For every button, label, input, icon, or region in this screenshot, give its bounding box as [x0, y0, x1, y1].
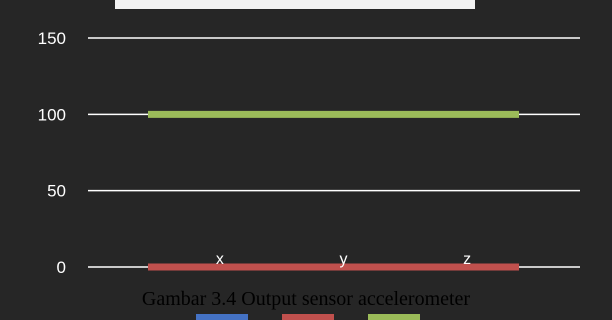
- y-tick-label-100: 100: [38, 105, 66, 124]
- x-category-label-y: y: [340, 251, 348, 268]
- legend-swatch-2: [282, 314, 334, 320]
- x-category-label-z: z: [463, 251, 471, 268]
- legend-swatch-1: [196, 314, 248, 320]
- y-tick-label-150: 150: [38, 29, 66, 48]
- title-area-band: [115, 0, 475, 9]
- y-tick-label-0: 0: [57, 258, 66, 277]
- figure-caption: Gambar 3.4 Output sensor accelerometer: [141, 288, 471, 310]
- y-tick-label-50: 50: [47, 182, 66, 201]
- x-category-label-x: x: [216, 251, 224, 268]
- legend-swatch-3: [368, 314, 420, 320]
